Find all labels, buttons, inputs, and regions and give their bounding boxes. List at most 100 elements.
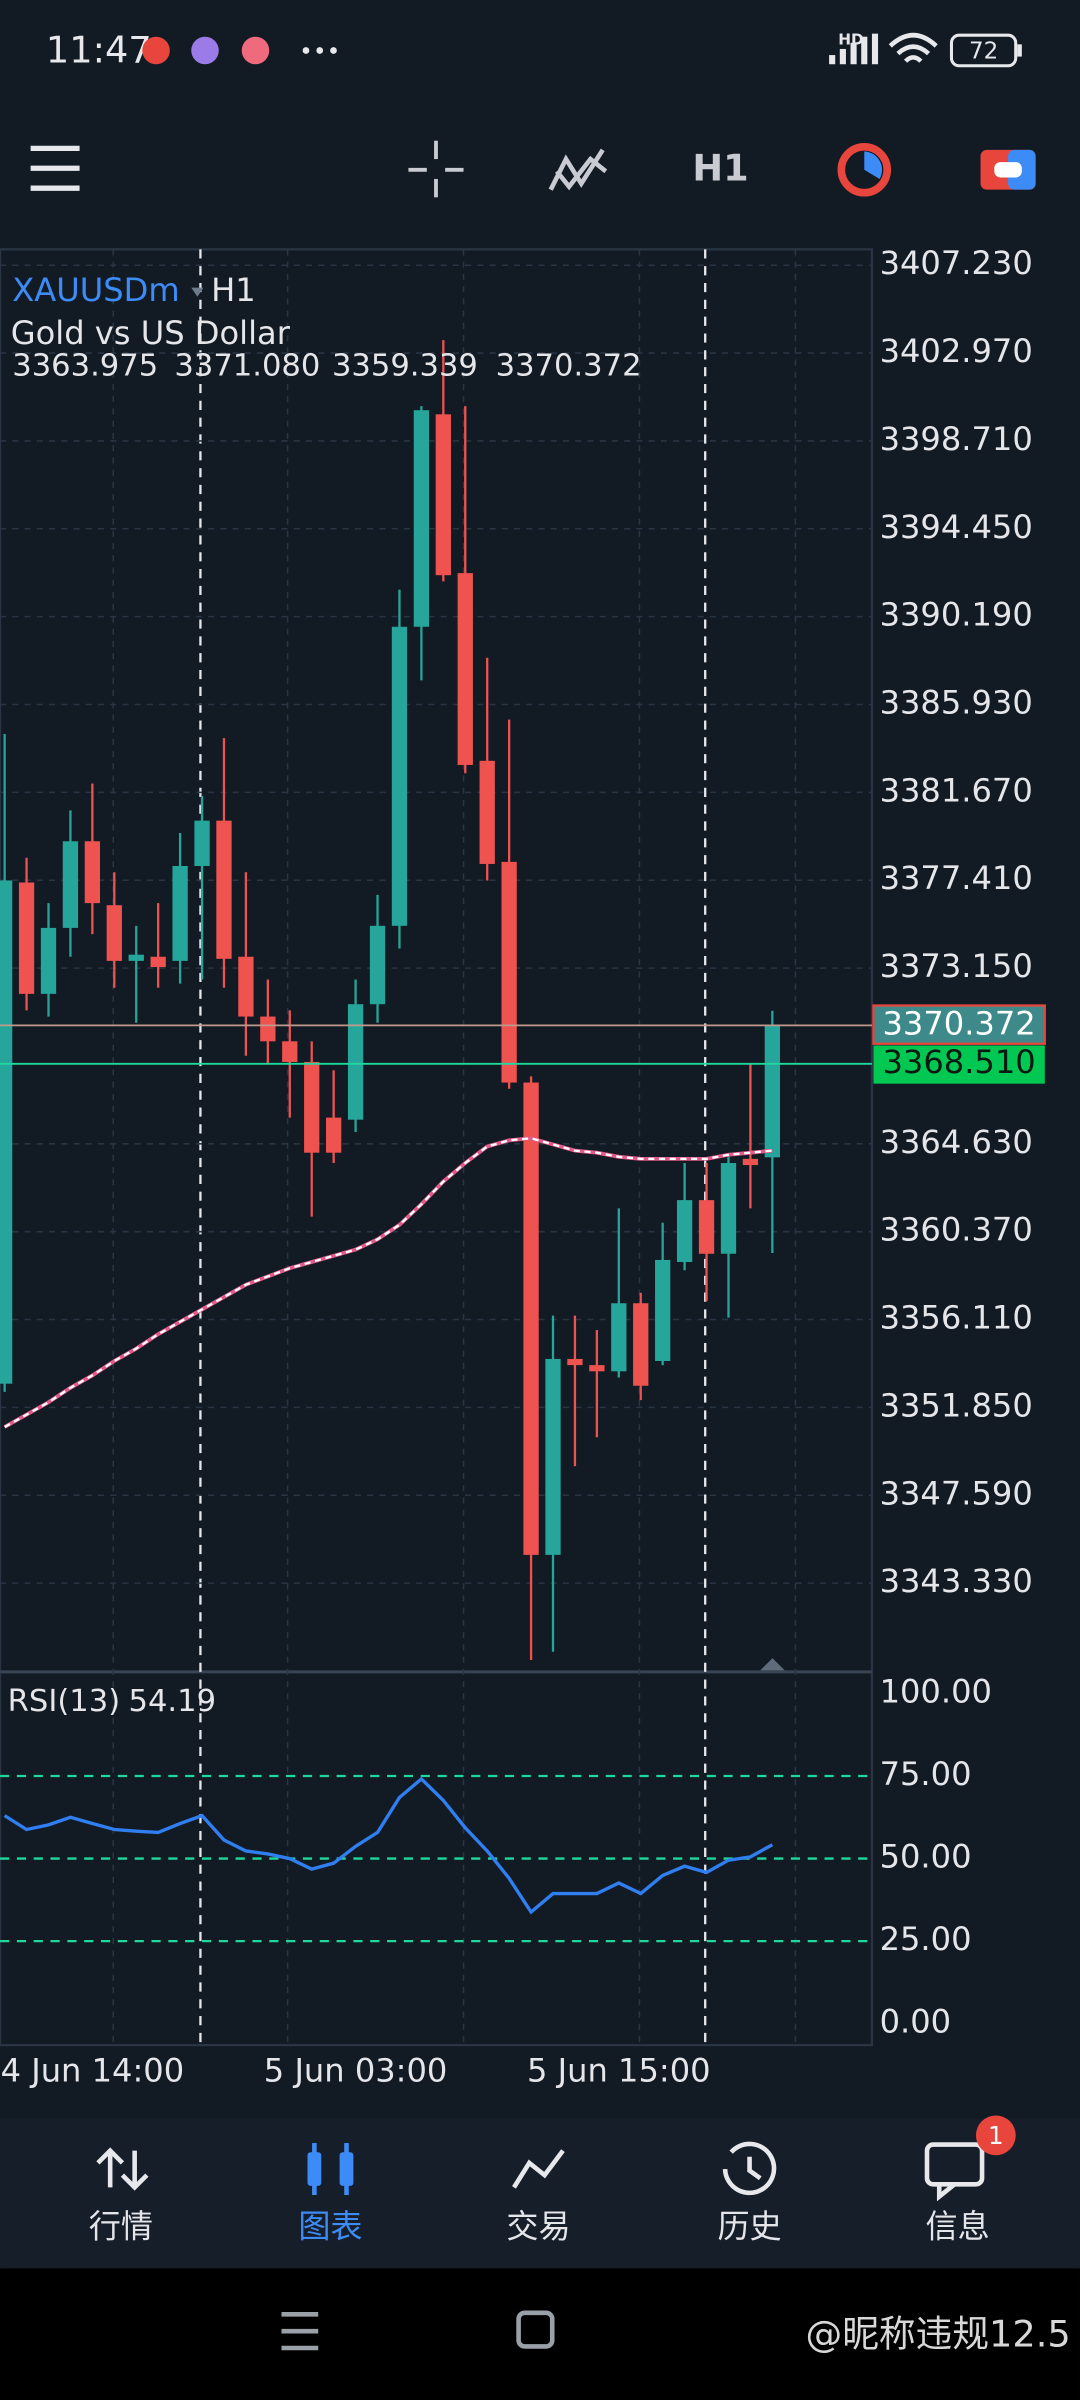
candle-body bbox=[655, 1259, 671, 1361]
candle-body bbox=[40, 927, 57, 994]
nav-icon-messages bbox=[924, 2142, 985, 2202]
status-network: HD bbox=[838, 30, 863, 48]
candle-body bbox=[62, 841, 79, 928]
candle-body bbox=[742, 1158, 759, 1166]
candle-body bbox=[545, 1358, 561, 1555]
candle-body bbox=[413, 410, 430, 627]
x-tick-label: 5 Jun 03:00 bbox=[264, 2052, 448, 2090]
candle-body bbox=[611, 1303, 627, 1372]
scroll-marker bbox=[760, 1658, 785, 1671]
candle-body bbox=[369, 925, 386, 1005]
y-tick-label: 3402.970 bbox=[880, 332, 1033, 370]
vertical-grid bbox=[112, 249, 797, 2046]
candle-body bbox=[435, 414, 451, 576]
candle-body bbox=[304, 1061, 320, 1153]
y-tick-label: 3385.930 bbox=[880, 684, 1033, 722]
candle-body bbox=[106, 905, 122, 961]
nav-badge-count: 1 bbox=[988, 2121, 1004, 2150]
candle-body bbox=[18, 882, 35, 994]
battery-tip bbox=[1017, 44, 1022, 57]
trade-button-part bbox=[994, 162, 1022, 178]
candle-body bbox=[523, 1082, 539, 1555]
candle-body bbox=[589, 1365, 605, 1372]
timeframe-button[interactable]: H1 bbox=[692, 146, 748, 189]
plot: 3407.230 3402.970 3398.710 3394.450 3390.190… bbox=[0, 244, 1046, 2090]
candle-body bbox=[567, 1358, 583, 1366]
candle-body bbox=[347, 1004, 364, 1120]
candle-body bbox=[720, 1162, 737, 1254]
rsi-name: RSI(13) bbox=[8, 1684, 120, 1719]
system-home[interactable] bbox=[516, 2310, 555, 2349]
candle-body bbox=[633, 1303, 649, 1386]
candle-body bbox=[457, 573, 473, 765]
status-icon bbox=[241, 36, 270, 65]
candle-body bbox=[479, 760, 495, 864]
ma-line bbox=[4, 1137, 773, 1428]
nav-item[interactable]: 交易 bbox=[506, 2208, 570, 2246]
x-tick-label: 5 Jun 15:00 bbox=[527, 2052, 711, 2090]
candle-body bbox=[84, 841, 101, 904]
nav-item[interactable]: 行情 bbox=[89, 2208, 153, 2246]
status-icon bbox=[191, 36, 219, 65]
nav-icon-chart bbox=[307, 2143, 354, 2196]
y-tick-label: 3398.710 bbox=[880, 420, 1033, 458]
symbol-description: Gold vs US Dollar bbox=[11, 314, 291, 352]
status-icon bbox=[142, 36, 170, 65]
battery-icon bbox=[949, 33, 1018, 68]
candle-body bbox=[501, 861, 517, 1083]
bottom-nav bbox=[0, 2118, 1080, 2269]
rsi-tick-label: 0.00 bbox=[880, 2003, 952, 2041]
y-tick-label: 3381.670 bbox=[880, 771, 1033, 809]
crosshair-button[interactable] bbox=[408, 140, 464, 198]
wifi-icon bbox=[888, 32, 938, 63]
candle-body bbox=[172, 866, 188, 961]
rsi-tick-label: 100.00 bbox=[880, 1672, 992, 1710]
objects-button-part bbox=[864, 151, 883, 179]
nav-icon-trade bbox=[512, 2149, 565, 2189]
x-tick-label: 4 Jun 14:00 bbox=[1, 2052, 185, 2090]
candle-body bbox=[194, 820, 210, 867]
nav-item[interactable]: 信息 bbox=[925, 2208, 989, 2246]
nav-labels: 行情 图表 交易 历史 信息 bbox=[89, 2208, 990, 2246]
nav-item[interactable]: 历史 bbox=[717, 2208, 781, 2246]
candle-body bbox=[282, 1041, 298, 1062]
y-tick-label: 3377.410 bbox=[880, 859, 1033, 897]
signal-icon bbox=[829, 33, 879, 65]
rsi-current: 54.19 bbox=[129, 1684, 217, 1719]
candle-body bbox=[676, 1200, 693, 1262]
candle-body bbox=[326, 1117, 342, 1153]
system-menu[interactable] bbox=[281, 2312, 319, 2351]
ohlc-close: 3370.372 bbox=[496, 349, 642, 384]
candle-body bbox=[0, 880, 13, 1384]
ohlc-high: 3371.080 bbox=[174, 349, 320, 384]
candle-body bbox=[391, 626, 408, 926]
system-bar bbox=[0, 2268, 1080, 2400]
nav-badge bbox=[975, 2115, 1016, 2156]
menu-button[interactable] bbox=[30, 145, 80, 191]
candle-body bbox=[128, 954, 144, 961]
y-tick-label: 3364.630 bbox=[880, 1123, 1033, 1161]
rsi-tick-label: 25.00 bbox=[880, 1920, 972, 1958]
y-tick-label: 3356.110 bbox=[880, 1299, 1033, 1337]
y-tick-label: 3373.150 bbox=[880, 947, 1033, 985]
ohlc-open: 3363.975 bbox=[12, 349, 158, 384]
bid-label-box bbox=[872, 1004, 1046, 1045]
y-tick-label: 3360.370 bbox=[880, 1211, 1033, 1249]
symbol-dropdown[interactable] bbox=[191, 287, 204, 297]
symbol[interactable]: XAUUSDm bbox=[12, 271, 179, 309]
y-tick-label: 3347.590 bbox=[880, 1474, 1033, 1512]
status-time: 11:47 bbox=[46, 29, 152, 72]
ask-label: 3368.510 bbox=[883, 1043, 1036, 1081]
period-separators bbox=[199, 249, 707, 2046]
objects-button[interactable] bbox=[837, 143, 892, 197]
rsi-line bbox=[3, 1776, 774, 1915]
candle-body bbox=[698, 1200, 715, 1254]
indicators-button[interactable] bbox=[548, 148, 608, 191]
ohlc-low: 3359.339 bbox=[332, 349, 478, 384]
y-tick-label: 3390.190 bbox=[880, 596, 1033, 634]
nav-icon-history bbox=[722, 2141, 777, 2196]
ask-label-box bbox=[873, 1045, 1045, 1084]
nav-item[interactable]: 图表 bbox=[298, 2208, 362, 2246]
